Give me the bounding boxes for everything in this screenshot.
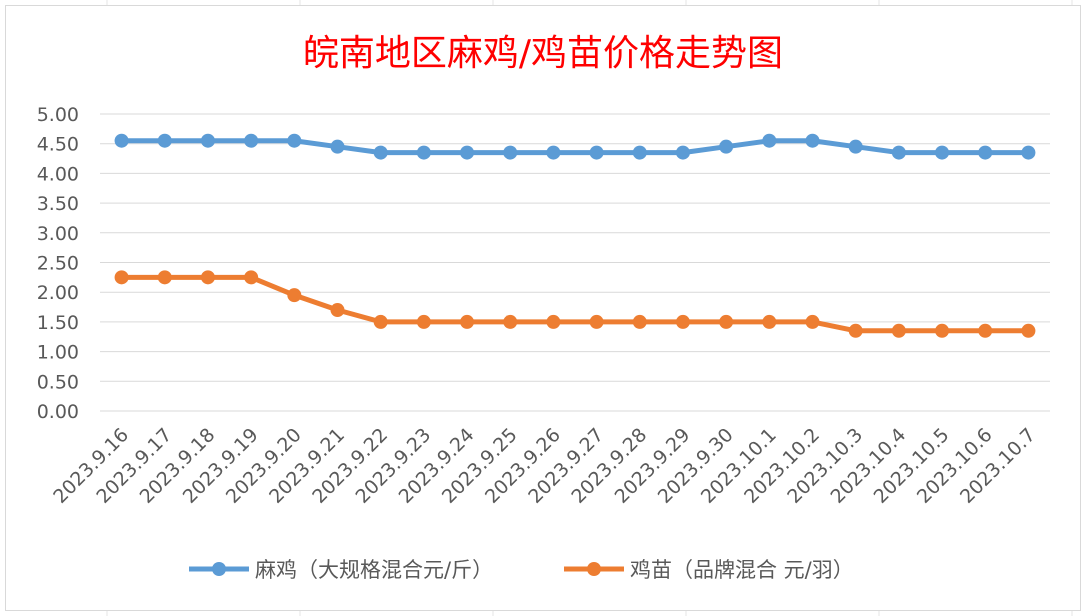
data-point[interactable] (416, 145, 431, 160)
series-line (119, 274, 1031, 334)
y-tick-label: 1.00 (37, 342, 79, 364)
data-point[interactable] (416, 314, 431, 329)
data-point[interactable] (632, 314, 647, 329)
chart-frame[interactable]: 皖南地区麻鸡/鸡苗价格走势图 0.00 0.50 1.00 1.50 2.00 2.50 3… (5, 5, 1081, 611)
chart-title: 皖南地区麻鸡/鸡苗价格走势图 (303, 33, 783, 74)
data-point[interactable] (114, 133, 129, 148)
data-point[interactable] (157, 133, 172, 148)
data-point[interactable] (589, 145, 604, 160)
y-axis-ticks: 0.00 0.50 1.00 1.50 2.00 2.50 3.00 3.50 4.00 4.50… (37, 104, 79, 423)
data-point[interactable] (891, 145, 906, 160)
data-point[interactable] (503, 314, 518, 329)
data-point[interactable] (373, 145, 388, 160)
series-group (114, 133, 1036, 338)
legend-marker (212, 562, 226, 576)
x-axis-ticks: 2023.9.162023.9.172023.9.182023.9.192023… (49, 424, 1040, 508)
y-tick-label: 4.00 (37, 163, 79, 185)
y-tick-label: 4.50 (37, 134, 79, 156)
data-point[interactable] (373, 314, 388, 329)
data-point[interactable] (805, 133, 820, 148)
line-chart: 皖南地区麻鸡/鸡苗价格走势图 0.00 0.50 1.00 1.50 2.00 2.50 3… (37, 33, 1050, 582)
data-point[interactable] (848, 323, 863, 338)
legend-label: 麻鸡（大规格混合元/斤） (255, 558, 493, 582)
series-1 (114, 133, 1036, 160)
data-point[interactable] (632, 145, 647, 160)
data-point[interactable] (675, 314, 690, 329)
data-point[interactable] (848, 139, 863, 154)
y-tick-label: 0.00 (37, 401, 79, 423)
data-point[interactable] (978, 145, 993, 160)
legend-label: 鸡苗（品牌混合 元/羽） (630, 558, 854, 582)
y-tick-label: 2.00 (37, 282, 79, 304)
data-point[interactable] (762, 133, 777, 148)
y-tick-label: 1.50 (37, 312, 79, 334)
data-point[interactable] (330, 139, 345, 154)
legend-item[interactable]: 麻鸡（大规格混合元/斤） (189, 558, 493, 582)
data-point[interactable] (114, 270, 129, 285)
data-point[interactable] (891, 323, 906, 338)
data-point[interactable] (287, 133, 302, 148)
y-tick-label: 5.00 (37, 104, 79, 126)
data-point[interactable] (287, 288, 302, 303)
gridlines (100, 113, 1050, 412)
data-point[interactable] (460, 145, 475, 160)
data-point[interactable] (935, 323, 950, 338)
data-point[interactable] (157, 270, 172, 285)
legend-marker (587, 562, 601, 576)
data-point[interactable] (200, 270, 215, 285)
data-point[interactable] (546, 314, 561, 329)
data-point[interactable] (460, 314, 475, 329)
y-tick-label: 0.50 (37, 371, 79, 393)
data-point[interactable] (675, 145, 690, 160)
data-point[interactable] (330, 303, 345, 318)
data-point[interactable] (805, 314, 820, 329)
data-point[interactable] (762, 314, 777, 329)
data-point[interactable] (546, 145, 561, 160)
series-line (119, 138, 1031, 156)
y-tick-label: 3.50 (37, 193, 79, 215)
data-point[interactable] (978, 323, 993, 338)
data-point[interactable] (719, 139, 734, 154)
data-point[interactable] (1021, 145, 1036, 160)
data-point[interactable] (589, 314, 604, 329)
data-point[interactable] (719, 314, 734, 329)
y-tick-label: 3.00 (37, 223, 79, 245)
data-point[interactable] (244, 270, 259, 285)
legend-item[interactable]: 鸡苗（品牌混合 元/羽） (564, 558, 854, 582)
data-point[interactable] (1021, 323, 1036, 338)
data-point[interactable] (935, 145, 950, 160)
data-point[interactable] (200, 133, 215, 148)
series-2 (114, 270, 1036, 338)
y-tick-label: 2.50 (37, 253, 79, 275)
data-point[interactable] (244, 133, 259, 148)
data-point[interactable] (503, 145, 518, 160)
legend: 麻鸡（大规格混合元/斤） 鸡苗（品牌混合 元/羽） (189, 558, 854, 582)
